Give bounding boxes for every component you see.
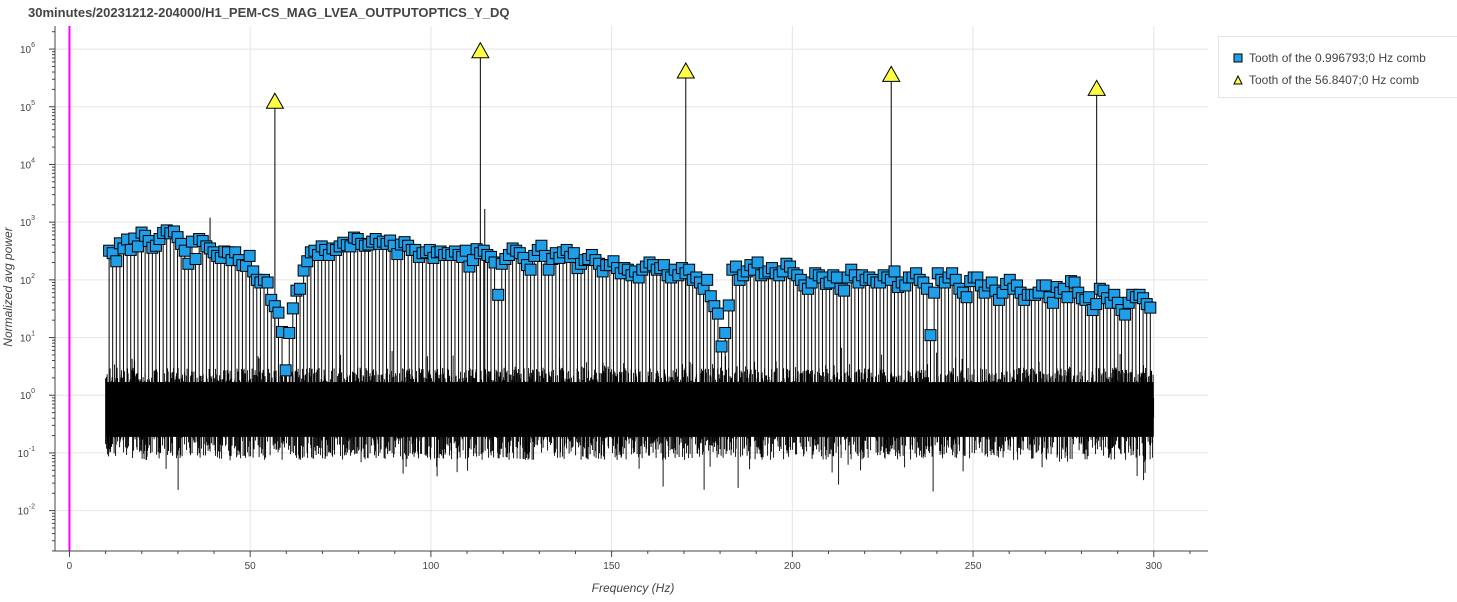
comb-1-tooth-marker[interactable] (178, 244, 191, 257)
chart-title: 30minutes/20231212-204000/H1_PEM-CS_MAG_… (28, 5, 510, 20)
comb-1-tooth-marker[interactable] (830, 271, 843, 284)
x-tick-label: 50 (245, 561, 257, 572)
y-tick-label: 104 (20, 157, 35, 171)
legend-label-comb-1: Tooth of the 0.996793;0 Hz comb (1249, 51, 1426, 65)
comb-2-tooth-marker[interactable] (881, 65, 901, 82)
legend: Tooth of the 0.996793;0 Hz comb Tooth of… (1218, 36, 1457, 98)
comb-1-tooth-marker[interactable] (924, 329, 937, 342)
comb-2-tooth-marker[interactable] (470, 41, 490, 59)
comb-1-tooth-marker[interactable] (279, 364, 292, 377)
comb-1-tooth-marker[interactable] (704, 290, 717, 303)
comb-1-tooth-marker[interactable] (1119, 308, 1132, 321)
y-tick-label: 105 (20, 100, 35, 114)
comb-1-tooth-marker[interactable] (1090, 298, 1103, 311)
legend-item-comb-1[interactable]: Tooth of the 0.996793;0 Hz comb (1233, 51, 1426, 65)
comb-1-tooth-marker[interactable] (960, 291, 973, 304)
x-axis-label: Frequency (Hz) (592, 581, 675, 595)
y-tick-label: 100 (20, 388, 35, 402)
comb-1-tooth-marker[interactable] (261, 276, 274, 289)
y-tick-label: 10-2 (18, 504, 35, 518)
comb-1-tooth-marker[interactable] (283, 326, 296, 339)
legend-item-comb-2[interactable]: Tooth of the 56.8407;0 Hz comb (1233, 73, 1419, 87)
stem-lines (108, 51, 1151, 409)
x-tick-label: 250 (965, 561, 982, 572)
comb-1-tooth-marker[interactable] (567, 247, 580, 260)
y-tick-label: 103 (20, 215, 35, 229)
comb-1-tooth-marker[interactable] (657, 259, 670, 272)
comb-1-tooth-marker[interactable] (1061, 291, 1074, 304)
y-tick-label: 101 (20, 331, 35, 345)
x-tick-label: 200 (784, 561, 801, 572)
comb-1-tooth-marker[interactable] (1144, 301, 1157, 314)
comb-1-tooth-marker[interactable] (492, 288, 505, 301)
comb-1-tooth-marker[interactable] (1047, 296, 1060, 309)
y-axis-label: Normalized avg power (1, 226, 15, 346)
y-tick-label: 102 (20, 273, 35, 287)
comb-1-tooth-marker[interactable] (719, 326, 732, 339)
comb-1-tooth-marker[interactable] (131, 240, 144, 253)
y-tick-label: 106 (20, 42, 35, 56)
comb-1-tooth-marker[interactable] (888, 265, 901, 278)
triangle-marker-icon (1233, 75, 1243, 85)
comb-1-tooth-marker[interactable] (1039, 279, 1052, 292)
comb-1-tooth-marker[interactable] (928, 286, 941, 299)
axes: 0 50 100 150 200 250 300 10-2 10-1 100 101 102 103 10… (18, 26, 1208, 572)
comb-1-tooth-marker[interactable] (711, 307, 724, 320)
comb-1-tooth-marker[interactable] (524, 263, 537, 276)
comb-1-tooth-marker[interactable] (243, 249, 256, 262)
x-tick-label: 300 (1145, 561, 1162, 572)
comb-2-tooth-marker[interactable] (676, 62, 696, 79)
x-tick-label: 150 (603, 561, 620, 572)
comb-1-tooth-marker[interactable] (535, 239, 548, 252)
y-tick-label: 10-1 (18, 446, 35, 460)
comb-1-tooth-marker[interactable] (294, 282, 307, 295)
comb-1-tooth-marker[interactable] (189, 252, 202, 265)
x-tick-label: 0 (67, 561, 73, 572)
comb-1-tooth-marker[interactable] (715, 340, 728, 353)
comb-1-tooth-marker[interactable] (272, 306, 285, 319)
x-tick-label: 100 (423, 561, 440, 572)
comb-1-tooth-marker[interactable] (751, 256, 764, 269)
noise-floor (105, 347, 1155, 492)
comb-2-tooth-marker[interactable] (265, 92, 285, 109)
comb-1-tooth-marker[interactable] (542, 263, 555, 276)
comb-1-tooth-marker[interactable] (838, 284, 851, 297)
comb-1-tooth-marker[interactable] (286, 302, 299, 315)
markers (103, 41, 1157, 377)
comb-1-tooth-marker[interactable] (701, 273, 714, 286)
comb-1-tooth-marker[interactable] (722, 299, 735, 312)
comb-1-tooth-marker[interactable] (1083, 291, 1096, 304)
square-marker-icon (1233, 53, 1243, 63)
legend-label-comb-2: Tooth of the 56.8407;0 Hz comb (1249, 73, 1420, 87)
noise-floor-band (105, 382, 1154, 437)
comb-2-tooth-marker[interactable] (1087, 79, 1107, 96)
comb-1-tooth-marker[interactable] (1068, 276, 1081, 289)
comb-1-tooth-marker[interactable] (110, 255, 123, 268)
